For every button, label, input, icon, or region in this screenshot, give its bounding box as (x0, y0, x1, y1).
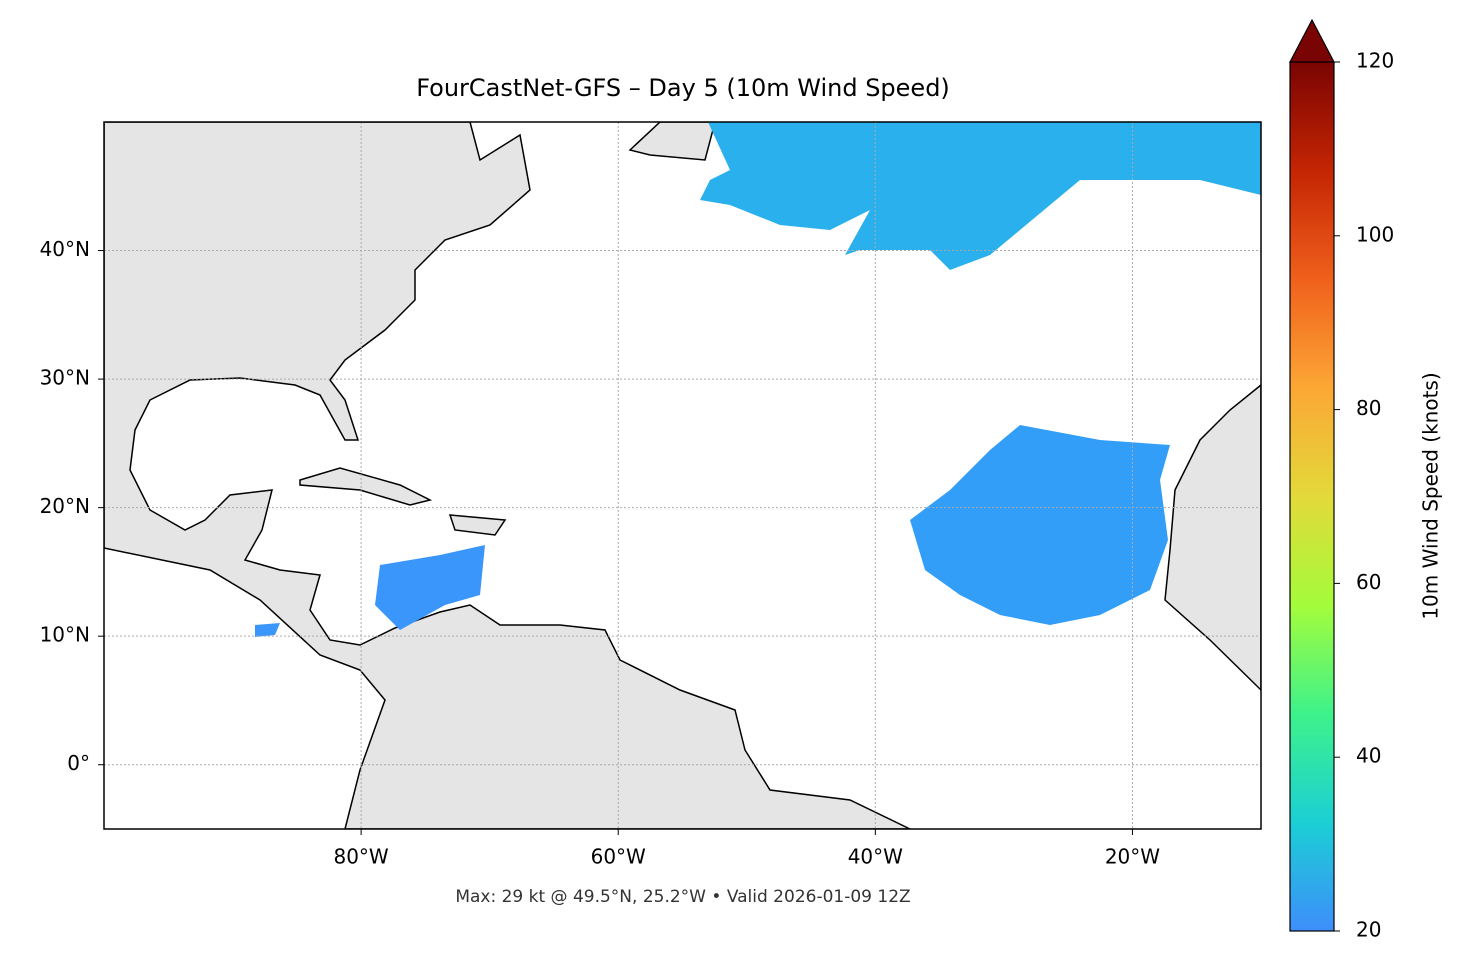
wind-field (700, 122, 1261, 270)
wind-field (255, 623, 280, 637)
americas (104, 122, 911, 829)
annotation: Max: 29 kt @ 49.5°N, 25.2°W • Valid 2026… (455, 887, 910, 907)
x-tick-label: 20°W (1105, 845, 1160, 869)
y-tick-label: 20°N (40, 494, 90, 518)
map-area (104, 122, 1261, 829)
y-tick-label: 30°N (40, 366, 90, 390)
colorbar-tick-label: 100 (1356, 222, 1394, 246)
x-tick-label: 40°W (848, 845, 903, 869)
chart-title: FourCastNet-GFS – Day 5 (10m Wind Speed) (416, 74, 950, 102)
newfoundland (628, 122, 716, 161)
colorbar-tick-label: 80 (1356, 396, 1381, 420)
y-tick-label: 40°N (40, 237, 90, 261)
x-tick-label: 80°W (333, 845, 388, 869)
hispaniola (448, 514, 507, 536)
y-tick-label: 10°N (40, 623, 90, 647)
colorbar-tick-label: 40 (1356, 744, 1381, 768)
graticule (104, 122, 1261, 829)
colorbar-tick-label: 20 (1356, 918, 1381, 942)
map-frame (103, 121, 1262, 830)
colorbar-tick-label: 60 (1356, 570, 1381, 594)
africa (1164, 384, 1261, 692)
wind-field (375, 545, 485, 630)
colorbar-tick-label: 120 (1356, 49, 1394, 73)
wind-field (910, 425, 1170, 625)
colorbar (1289, 61, 1335, 932)
colorbar-extension (1289, 18, 1335, 63)
y-tick-label: 0° (67, 751, 90, 775)
x-tick-label: 60°W (591, 845, 646, 869)
cuba (299, 467, 433, 506)
colorbar-label: 10m Wind Speed (knots) (1419, 372, 1443, 619)
